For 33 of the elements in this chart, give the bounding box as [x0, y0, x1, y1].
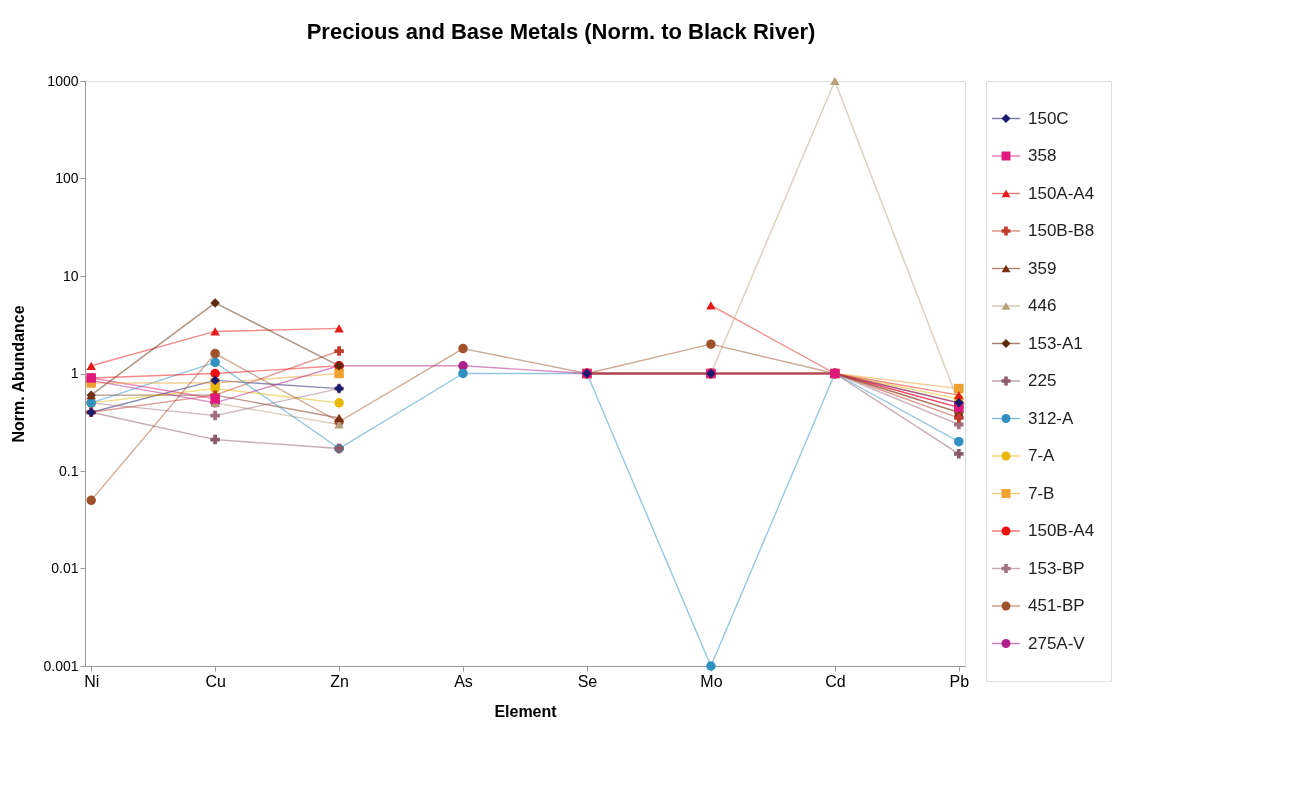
legend-label: 153-A1 [1028, 333, 1083, 353]
x-tick-label: Mo [700, 672, 723, 690]
y-tick-label: 0.01 [51, 560, 79, 576]
y-tick-label: 100 [55, 170, 79, 186]
legend-label: 358 [1028, 146, 1057, 165]
legend-label: 275A-V [1028, 633, 1086, 653]
y-tick-label: 10 [62, 267, 79, 284]
legend-label: 150B-A4 [1028, 521, 1095, 540]
x-axis-title: Element [494, 702, 558, 720]
legend-label: 7-A [1028, 446, 1056, 465]
legend-label: 153-BP [1028, 558, 1085, 578]
legend-label: 7-B [1028, 483, 1055, 503]
x-tick-label: Zn [330, 672, 349, 690]
x-tick-label: Ni [84, 672, 100, 690]
legend-label: 150C [1028, 108, 1069, 128]
x-tick-label: Pb [949, 672, 970, 690]
x-tick-label: Se [577, 672, 598, 690]
y-tick-label: 0.001 [43, 657, 79, 674]
legend-label: 312-A [1028, 408, 1075, 428]
y-tick-label: 0.1 [59, 462, 79, 479]
legend-label: 225 [1028, 371, 1057, 390]
legend-label: 150B-B8 [1028, 221, 1095, 240]
legend-label: 359 [1028, 258, 1057, 278]
legend-label: 451-BP [1028, 596, 1085, 615]
x-tick-label: Cu [205, 672, 226, 690]
chart-title: Precious and Base Metals (Norm. to Black River) [306, 18, 816, 44]
x-tick-label: Cd [825, 672, 846, 690]
y-tick-label: 1000 [47, 72, 79, 89]
legend-label: 446 [1028, 296, 1057, 315]
x-tick-label: As [454, 672, 473, 690]
y-axis-title: Norm. Abundance [10, 305, 28, 443]
legend-label: 150A-A4 [1028, 183, 1095, 203]
y-tick-label: 1 [70, 365, 79, 381]
